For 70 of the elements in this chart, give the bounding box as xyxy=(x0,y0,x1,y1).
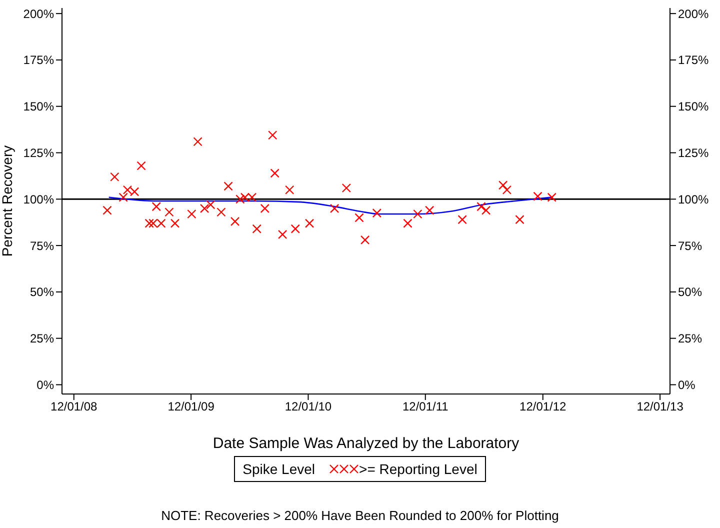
y-tick-label: 75% xyxy=(30,238,54,253)
point xyxy=(458,214,467,224)
y2-tick-label: 50% xyxy=(678,285,702,300)
point xyxy=(270,168,280,178)
point xyxy=(515,214,524,224)
x-tick-label: 12/01/08 xyxy=(50,400,98,414)
y-tick-label: 150% xyxy=(23,100,54,114)
y2-tick-label: 125% xyxy=(678,146,710,160)
legend-label: >= Reporting Level xyxy=(359,461,478,477)
y-tick-label: 175% xyxy=(23,53,54,68)
x-axis-title: Date Sample Was Analyzed by the Laboratory xyxy=(212,435,520,452)
point xyxy=(230,216,240,226)
y-tick-label: 100% xyxy=(23,192,54,206)
point xyxy=(236,194,245,204)
point xyxy=(481,206,491,215)
x-tick-label: 12/01/09 xyxy=(168,400,215,414)
point xyxy=(413,209,422,219)
point xyxy=(252,224,262,234)
point xyxy=(260,204,270,214)
point xyxy=(372,208,382,218)
point xyxy=(136,161,146,170)
point xyxy=(342,183,352,193)
point xyxy=(498,180,508,190)
y-tick-label: 125% xyxy=(23,146,54,160)
point xyxy=(360,235,370,245)
y2-tick-label: 200% xyxy=(678,6,710,21)
point xyxy=(424,206,434,215)
y-axis-title: Percent Recovery xyxy=(0,145,15,257)
point xyxy=(502,185,512,194)
y-tick-label: 0% xyxy=(36,378,54,392)
point xyxy=(118,192,128,202)
y2-tick-label: 0% xyxy=(678,378,696,392)
line-series xyxy=(108,196,553,215)
point xyxy=(206,200,216,210)
point xyxy=(200,204,210,214)
point xyxy=(533,192,542,201)
point xyxy=(304,218,314,228)
y2-tick-label: 75% xyxy=(678,238,702,253)
point xyxy=(547,192,556,202)
point xyxy=(164,208,174,217)
y-tick-label: 25% xyxy=(30,332,54,346)
point xyxy=(193,137,202,146)
point xyxy=(224,182,233,191)
point xyxy=(354,213,364,222)
point xyxy=(110,172,120,182)
x-tick-label: 12/01/12 xyxy=(520,400,567,414)
point xyxy=(403,218,412,228)
point xyxy=(285,185,294,194)
x-tick-label: 12/01/11 xyxy=(402,400,449,414)
y-tick-label: 200% xyxy=(23,6,54,21)
y2-tick-label: 175% xyxy=(678,53,710,68)
point xyxy=(476,202,486,212)
y2-tick-label: 150% xyxy=(678,100,710,114)
point xyxy=(268,130,278,140)
point xyxy=(290,224,300,234)
point xyxy=(144,218,154,228)
y2-tick-label: 25% xyxy=(678,332,702,346)
legend-title: Spike Level xyxy=(242,461,316,477)
x-tick-label: 12/01/10 xyxy=(284,400,332,414)
point xyxy=(330,204,340,214)
point xyxy=(102,206,112,215)
point xyxy=(216,208,226,217)
y2-tick-label: 100% xyxy=(678,192,710,206)
y-tick-label: 50% xyxy=(30,285,54,300)
point xyxy=(187,209,196,219)
point xyxy=(152,202,161,212)
point xyxy=(170,218,180,228)
text: NOTE: Recoveries > 200% Have Been Rounded to 200% for Plotting xyxy=(160,508,560,523)
point xyxy=(278,230,288,240)
x-tick-label: 12/01/13 xyxy=(636,400,684,414)
